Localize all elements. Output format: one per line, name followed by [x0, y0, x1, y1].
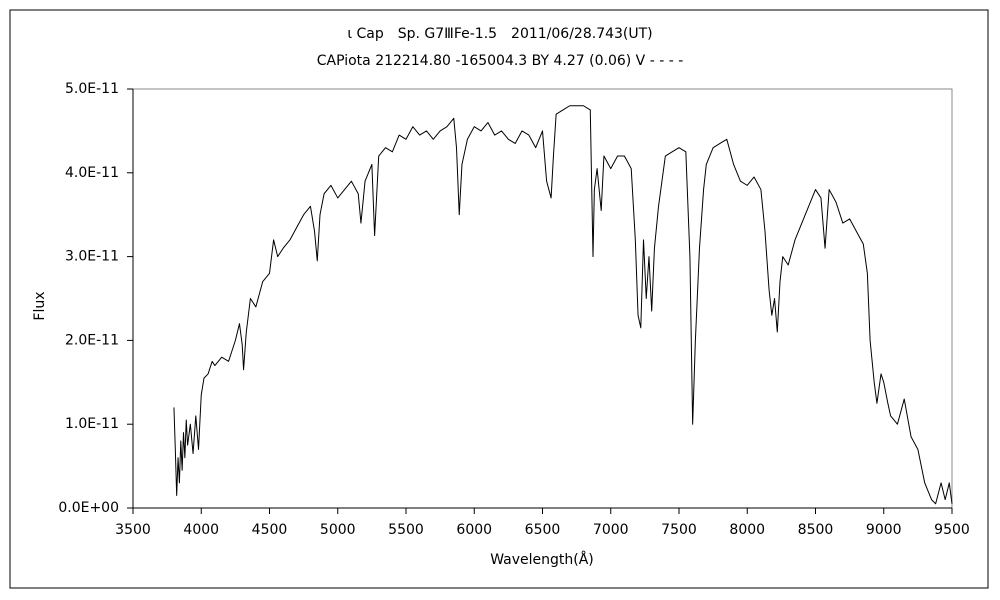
- x-tick-label: 9000: [866, 522, 902, 538]
- y-tick-label: 0.0E+00: [58, 500, 119, 516]
- spectrum-line: [173, 105, 953, 505]
- chart-title: ι Cap Sp. G7ⅢFe-1.5 2011/06/28.743(UT): [347, 26, 652, 42]
- y-tick-label: 5.0E-11: [65, 81, 119, 97]
- y-tick-label: 3.0E-11: [65, 249, 119, 265]
- x-tick-label: 9500: [934, 522, 970, 538]
- x-axis-label: Wavelength(Å): [490, 551, 594, 568]
- x-tick-label: 5500: [388, 522, 424, 538]
- x-tick-label: 7000: [593, 522, 629, 538]
- chart-frame: [9, 9, 989, 589]
- y-tick-label: 2.0E-11: [65, 332, 119, 348]
- plot-area: [132, 88, 953, 509]
- x-tick-label: 8000: [729, 522, 765, 538]
- x-tick-label: 7500: [661, 522, 697, 538]
- x-tick-label: 3500: [115, 522, 151, 538]
- y-axis-label: Flux: [32, 291, 48, 320]
- x-tick-label: 4500: [252, 522, 288, 538]
- chart-subtitle: CAPiota 212214.80 -165004.3 BY 4.27 (0.0…: [317, 53, 684, 69]
- x-tick-label: 8500: [798, 522, 834, 538]
- x-tick-label: 6000: [456, 522, 492, 538]
- x-tick-label: 4000: [183, 522, 219, 538]
- y-tick-label: 1.0E-11: [65, 416, 119, 432]
- x-tick-label: 6500: [525, 522, 561, 538]
- y-tick-label: 4.0E-11: [65, 165, 119, 181]
- x-tick-label: 5000: [320, 522, 356, 538]
